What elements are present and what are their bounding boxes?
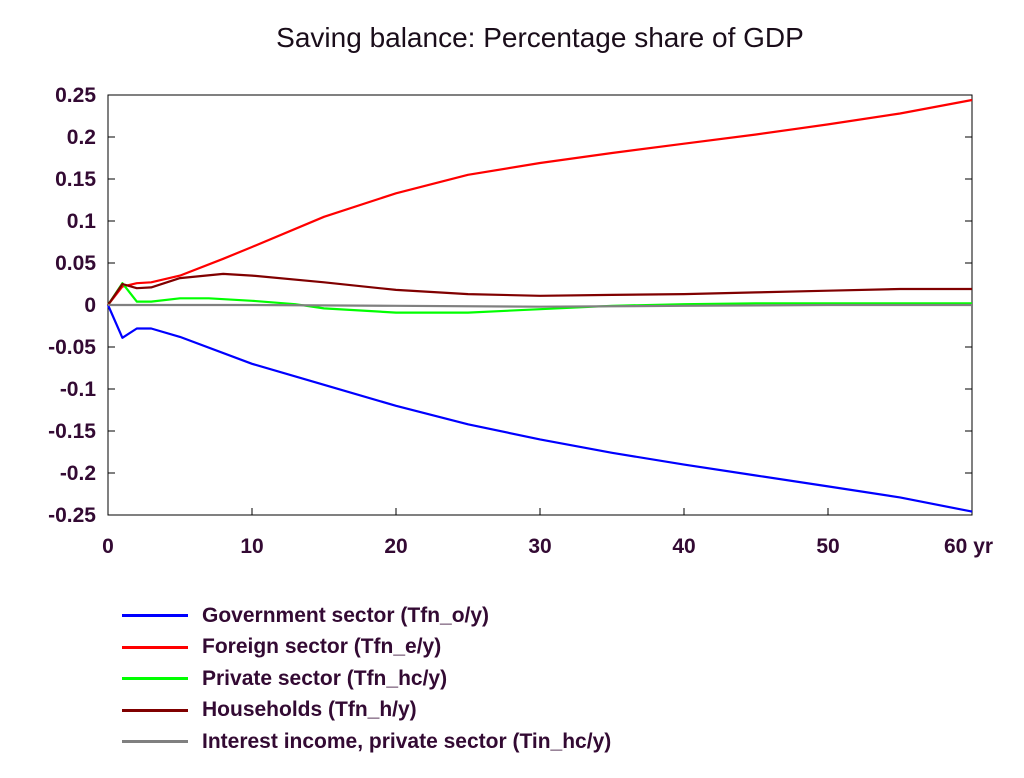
y-tick-label: 0.25: [55, 84, 96, 107]
chart-series-layer: [106, 98, 973, 513]
series-line: [107, 98, 973, 306]
y-tick-label: 0.05: [55, 252, 96, 275]
series-line: [106, 304, 973, 513]
x-tick-label: 10: [240, 535, 263, 558]
legend-label: Households (Tfn_h/y): [202, 698, 417, 722]
series-line: [108, 303, 972, 308]
legend-item: Government sector (Tfn_o/y): [122, 600, 611, 632]
legend-swatch: [122, 708, 188, 712]
chart-title: Saving balance: Percentage share of GDP: [276, 22, 804, 53]
legend-swatch: [122, 740, 188, 744]
chart-legend: Government sector (Tfn_o/y) Foreign secto…: [122, 600, 611, 758]
legend-item: Private sector (Tfn_hc/y): [122, 663, 611, 695]
y-tick-label: -0.2: [60, 462, 96, 485]
y-tick-label: 0.1: [67, 210, 97, 233]
legend-label: Interest income, private sector (Tin_hc/…: [202, 729, 612, 753]
x-tick-label: 0: [102, 535, 114, 558]
x-tick-label: 50: [816, 535, 839, 558]
y-tick-label: -0.15: [48, 420, 96, 443]
x-tick-label: 60 yr: [944, 535, 993, 558]
legend-item: Foreign sector (Tfn_e/y): [122, 632, 611, 664]
legend-item: Interest income, private sector (Tin_hc/…: [122, 726, 611, 758]
x-tick-label: 20: [384, 535, 407, 558]
x-tick-label: 40: [672, 535, 695, 558]
y-tick-label: -0.1: [60, 378, 97, 401]
legend-label: Government sector (Tfn_o/y): [202, 603, 490, 627]
y-tick-label: -0.25: [48, 504, 96, 527]
x-tick-label: 30: [528, 535, 551, 558]
legend-label: Private sector (Tfn_hc/y): [202, 666, 448, 690]
y-tick-label: 0: [84, 294, 96, 317]
series-line: [107, 272, 972, 306]
y-tick-label: 0.15: [55, 168, 96, 191]
series-line: [107, 282, 972, 314]
legend-item: Households (Tfn_h/y): [122, 695, 611, 727]
legend-swatch: [122, 614, 188, 618]
legend-swatch: [122, 645, 188, 649]
legend-swatch: [122, 677, 188, 681]
y-tick-label: -0.05: [48, 336, 96, 359]
legend-label: Foreign sector (Tfn_e/y): [202, 635, 442, 659]
y-tick-label: 0.2: [67, 126, 96, 149]
chart-axes: 0.25 0.2 0.15 0.1 0.05 0 -0.05 -0.1 -0.15 -0.2 -0.…: [48, 84, 993, 558]
